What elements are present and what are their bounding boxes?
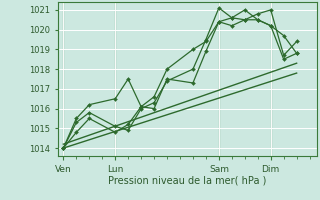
X-axis label: Pression niveau de la mer( hPa ): Pression niveau de la mer( hPa ) bbox=[108, 175, 266, 185]
